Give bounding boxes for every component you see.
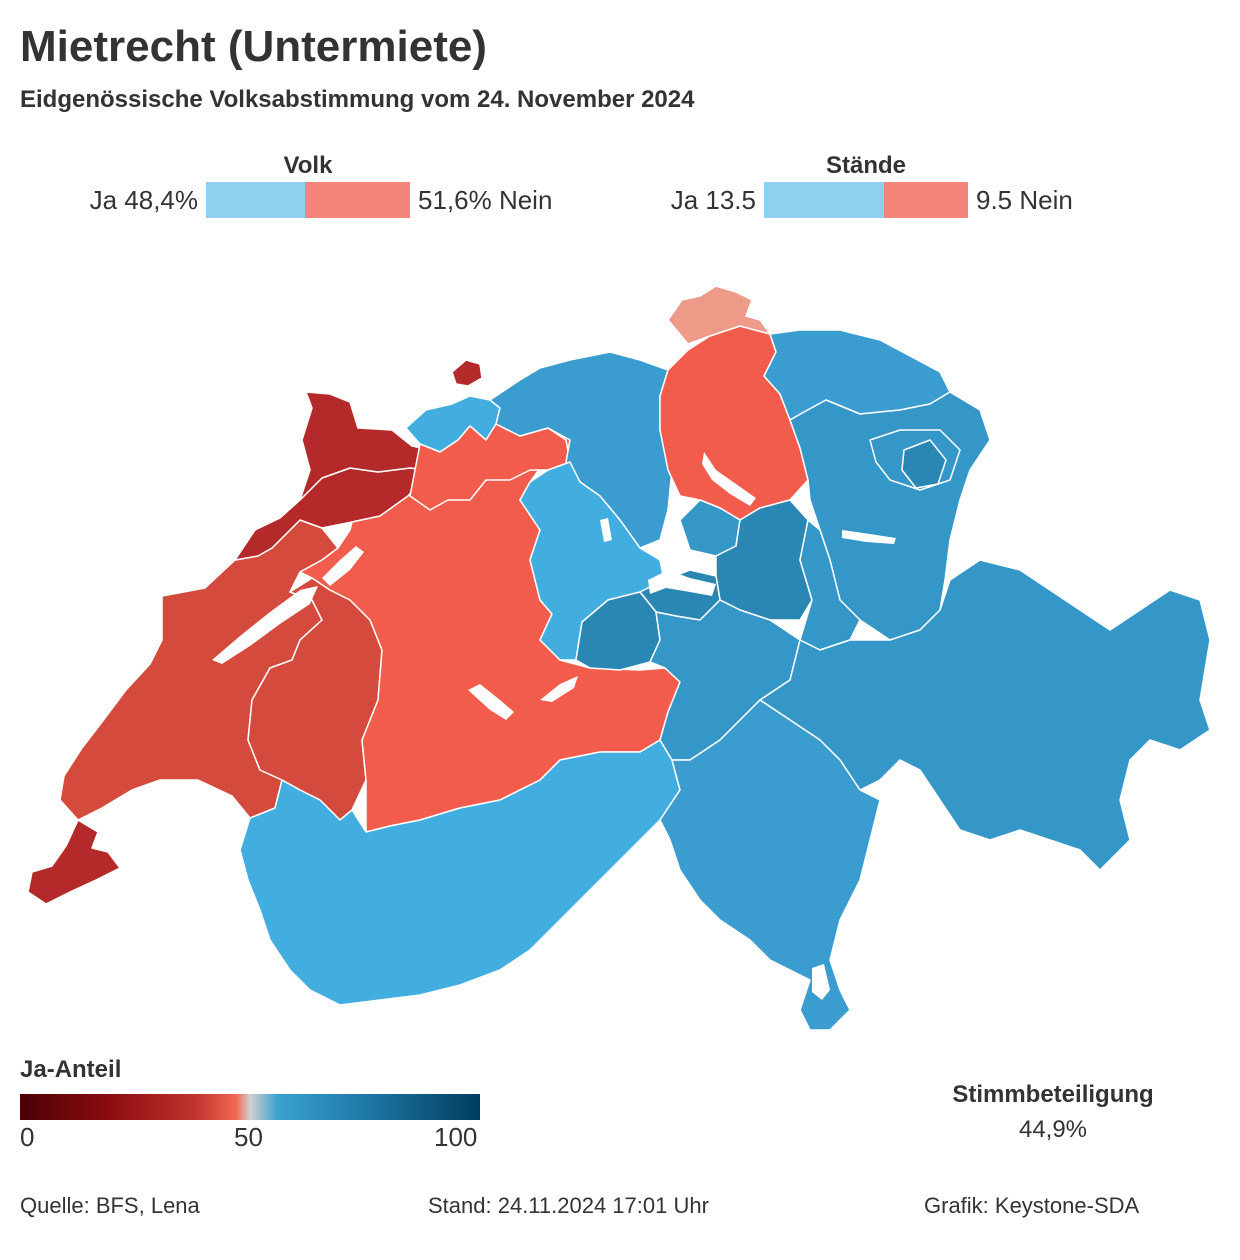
lake-lucerne xyxy=(648,570,716,596)
footer-credit: Grafik: Keystone-SDA xyxy=(924,1193,1140,1218)
legend-tick-mid: 50 xyxy=(234,1122,263,1152)
canton-jura xyxy=(299,391,447,501)
canton-geneve xyxy=(27,819,121,905)
lake-walensee xyxy=(842,530,896,544)
lake-sempach xyxy=(600,518,612,542)
turnout-value: 44,9% xyxy=(1018,1116,1088,1143)
staende-result-bar xyxy=(764,182,968,218)
volk-nein-segment xyxy=(304,182,410,218)
volk-nein-label: 51,6% Nein xyxy=(418,185,553,215)
volk-heading: Volk xyxy=(283,152,333,179)
volk-result-bar xyxy=(206,182,410,218)
staende-ja-label: Ja 13.5 xyxy=(670,185,756,215)
footer-source: Quelle: BFS, Lena xyxy=(20,1193,200,1218)
lake-brienz xyxy=(540,676,578,702)
canton-ticino xyxy=(659,699,881,1031)
legend-color-scale xyxy=(20,1094,480,1120)
canton-basel-stadt xyxy=(451,359,483,387)
lake-maggiore xyxy=(812,964,830,1000)
lakes xyxy=(212,452,896,1000)
canton-schaffhausen xyxy=(667,285,771,345)
legend-tick-min: 0 xyxy=(20,1122,35,1152)
lake-zurich xyxy=(702,452,756,506)
staende-heading: Stände xyxy=(825,152,906,179)
legend-title: Ja-Anteil xyxy=(20,1056,122,1083)
staende-nein-label: 9.5 Nein xyxy=(976,185,1073,215)
chart-title: Mietrecht (Untermiete) xyxy=(20,22,487,71)
lake-geneva xyxy=(212,586,318,664)
switzerland-map xyxy=(27,285,1211,1031)
footer-stand: Stand: 24.11.2024 17:01 Uhr xyxy=(428,1193,709,1218)
canton-appenzell-ir xyxy=(901,439,947,489)
lake-thun-brienz xyxy=(468,684,514,720)
turnout-label: Stimmbeteiligung xyxy=(952,1081,1154,1108)
volk-ja-label: Ja 48,4% xyxy=(89,185,198,215)
lake-neuchatel xyxy=(322,546,364,586)
chart-subtitle: Eidgenössische Volksabstimmung vom 24. N… xyxy=(20,86,695,113)
legend-tick-max: 100 xyxy=(434,1122,478,1152)
staende-nein-segment xyxy=(883,182,968,218)
canton-graubuenden xyxy=(759,559,1211,871)
staende-ja-segment xyxy=(764,182,884,218)
volk-ja-segment xyxy=(206,182,305,218)
